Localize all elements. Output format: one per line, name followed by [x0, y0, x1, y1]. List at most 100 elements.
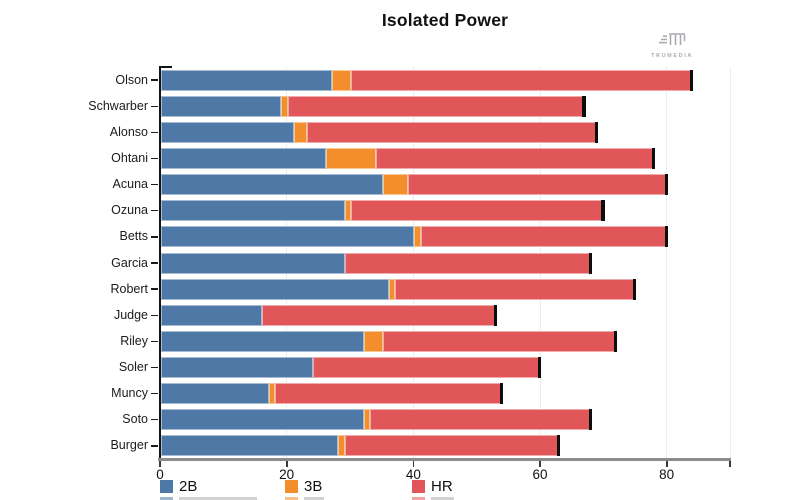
bar-segment-2b-ohtani[interactable]	[161, 147, 326, 169]
y-label-riley: Riley	[120, 333, 148, 348]
bar-segment-2b-soler[interactable]	[161, 357, 313, 379]
bar-segment-2b-riley[interactable]	[161, 330, 364, 352]
bar-segment-3b-robert[interactable]	[389, 278, 396, 300]
y-tick	[151, 314, 158, 316]
y-label-robert: Robert	[110, 281, 148, 296]
bar-segment-hr-betts[interactable]	[420, 226, 668, 248]
bar-segment-hr-soto[interactable]	[369, 409, 592, 431]
bar-segment-hr-alonso[interactable]	[306, 121, 598, 143]
bar-segment-3b-betts[interactable]	[414, 226, 421, 248]
bar-segment-hr-schwarber[interactable]	[287, 95, 586, 117]
x-tick	[412, 460, 415, 467]
plot-area	[160, 67, 731, 459]
bar-segment-2b-judge[interactable]	[161, 304, 263, 326]
bar-segment-hr-judge[interactable]	[262, 304, 497, 326]
y-tick	[151, 79, 158, 81]
bar-segment-hr-burger[interactable]	[344, 435, 560, 457]
bar-row-soler	[161, 357, 542, 379]
legend-item-2b[interactable]: 2B	[160, 478, 197, 495]
y-tick	[151, 236, 158, 238]
bar-segment-2b-muncy[interactable]	[161, 383, 269, 405]
bar-end-cap	[652, 147, 656, 169]
bar-segment-3b-ozuna[interactable]	[344, 200, 351, 222]
y-label-alonso: Alonso	[109, 124, 148, 139]
bar-segment-hr-garcia[interactable]	[344, 252, 592, 274]
bar-segment-hr-riley[interactable]	[382, 330, 617, 352]
x-tick-label-0: 0	[156, 467, 164, 482]
x-tick	[539, 460, 541, 467]
y-label-judge: Judge	[113, 307, 148, 322]
bar-segment-2b-acuna[interactable]	[161, 174, 383, 196]
bar-row-ohtani	[161, 147, 656, 169]
bar-row-burger	[161, 435, 561, 457]
bar-row-muncy	[161, 383, 504, 405]
y-label-muncy: Muncy	[111, 386, 148, 401]
bar-end-cap	[601, 200, 605, 222]
bar-end-cap	[588, 409, 593, 431]
bar-segment-hr-ohtani[interactable]	[376, 147, 655, 169]
y-label-garcia: Garcia	[111, 255, 148, 270]
bar-end-cap	[557, 435, 561, 457]
bar-segment-hr-olson[interactable]	[351, 69, 693, 91]
bar-segment-2b-betts[interactable]	[161, 226, 415, 248]
bar-segment-hr-ozuna[interactable]	[350, 200, 605, 222]
legend-label-hr: HR	[431, 478, 453, 495]
y-label-olson: Olson	[115, 72, 148, 87]
y-tick	[151, 262, 158, 264]
legend-item-hr[interactable]: HR	[412, 478, 453, 495]
y-label-ozuna: Ozuna	[111, 203, 148, 218]
trumedia-wordmark: TRUMEDIA	[651, 53, 693, 59]
y-label-acuna: Acuna	[112, 177, 148, 192]
bar-row-betts	[161, 226, 669, 248]
legend-swatch-3b	[285, 480, 298, 493]
bar-segment-hr-robert[interactable]	[395, 278, 636, 300]
bar-end-cap	[538, 357, 542, 379]
x-tick-label-80: 80	[659, 467, 675, 482]
y-tick	[151, 445, 158, 447]
bar-segment-2b-ozuna[interactable]	[161, 200, 345, 222]
bar-segment-hr-muncy[interactable]	[274, 383, 503, 405]
y-tick	[151, 392, 158, 395]
bar-segment-hr-acuna[interactable]	[407, 174, 668, 196]
legend-label-2b: 2B	[179, 478, 198, 495]
bar-segment-3b-ohtani[interactable]	[325, 147, 377, 169]
bar-segment-3b-schwarber[interactable]	[281, 95, 288, 117]
x-tick	[159, 460, 161, 467]
bar-row-riley	[161, 330, 618, 352]
chart-title: Isolated Power	[381, 10, 509, 30]
x-tick-label-60: 60	[532, 467, 548, 482]
y-tick	[151, 210, 158, 212]
y-label-betts: Betts	[119, 229, 149, 244]
bar-segment-2b-alonso[interactable]	[161, 121, 294, 143]
bar-segment-3b-acuna[interactable]	[382, 174, 408, 196]
y-tick	[151, 131, 158, 134]
bar-segment-3b-alonso[interactable]	[294, 121, 307, 143]
cutoff-swatch	[412, 497, 425, 500]
bar-segment-3b-soto[interactable]	[363, 409, 370, 431]
bar-segment-3b-olson[interactable]	[332, 69, 351, 91]
bar-end-cap	[633, 278, 637, 300]
bar-segment-3b-muncy[interactable]	[268, 383, 275, 405]
x-tick	[285, 460, 288, 467]
bar-segment-2b-burger[interactable]	[161, 435, 339, 457]
x-tick	[665, 460, 668, 467]
bar-segment-hr-soler[interactable]	[313, 357, 541, 379]
bar-row-alonso	[161, 121, 599, 143]
bar-segment-2b-garcia[interactable]	[161, 252, 345, 274]
bar-segment-2b-robert[interactable]	[161, 278, 389, 300]
trumedia-watermark: TRUMEDIA	[648, 33, 696, 59]
bar-segment-2b-soto[interactable]	[161, 409, 364, 431]
bar-segment-2b-schwarber[interactable]	[161, 95, 282, 117]
x-tick	[729, 460, 731, 467]
x-tick-label-20: 20	[279, 467, 295, 482]
bar-segment-3b-burger[interactable]	[338, 435, 345, 457]
legend-item-3b[interactable]: 3B	[285, 478, 322, 495]
bar-segment-2b-olson[interactable]	[161, 69, 332, 91]
gridline	[666, 67, 668, 459]
bar-segment-3b-riley[interactable]	[363, 330, 383, 352]
gridline	[729, 67, 731, 459]
bar-row-garcia	[161, 252, 593, 274]
bar-row-schwarber	[161, 95, 586, 117]
bar-end-cap	[595, 121, 599, 143]
